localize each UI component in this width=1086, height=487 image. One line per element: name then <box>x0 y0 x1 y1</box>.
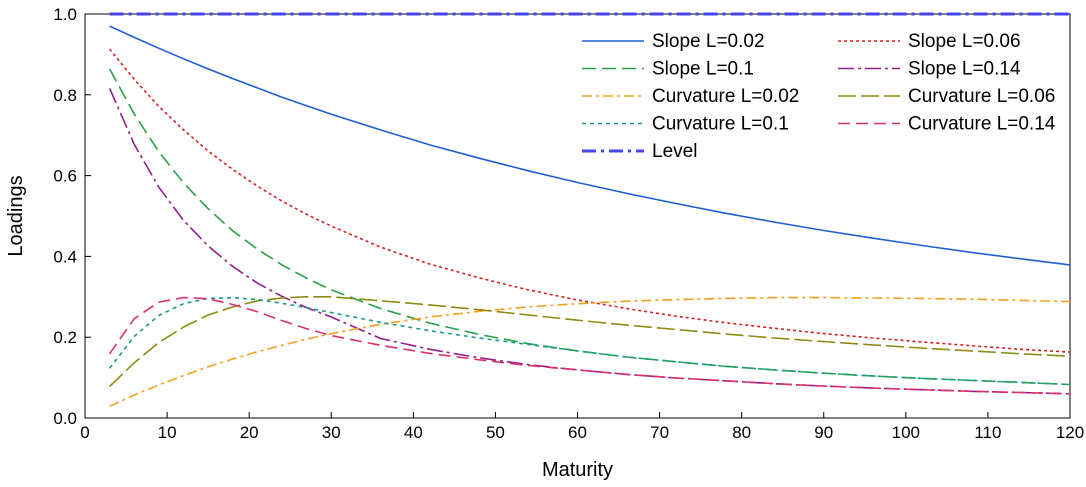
y-tick-label: 0.0 <box>53 409 77 428</box>
y-tick-label: 0.8 <box>53 86 77 105</box>
x-tick-label: 20 <box>240 423 259 442</box>
x-axis-title: Maturity <box>542 459 613 481</box>
y-tick-label: 1.0 <box>53 5 77 24</box>
x-tick-label: 60 <box>568 423 587 442</box>
legend-label-slope-l-0-02: Slope L=0.02 <box>652 31 765 52</box>
series-line-slope-l-0-06 <box>108 48 1071 353</box>
legend-label-slope-l-0-06: Slope L=0.06 <box>908 31 1021 52</box>
series-line-curvature-l-0-02 <box>109 296 1071 408</box>
x-tick-label: 90 <box>814 423 833 442</box>
legend-label-curvature-l-0-06: Curvature L=0.06 <box>908 86 1055 107</box>
y-tick-label: 0.2 <box>53 328 77 347</box>
legend-label-curvature-l-0-1: Curvature L=0.1 <box>652 114 789 135</box>
x-tick-label: 50 <box>486 423 505 442</box>
axes: 0 10 20 30 40 50 60 70 80 90 100 110 120 0.0 0.2 0.4 0.6… <box>53 5 1084 442</box>
x-tick-label: 80 <box>732 423 751 442</box>
series-line-curvature-l-0-06 <box>109 295 1071 388</box>
x-tick-label: 70 <box>650 423 669 442</box>
y-tick-label: 0.6 <box>53 167 77 186</box>
legend-label-curvature-l-0-02: Curvature L=0.02 <box>652 86 799 107</box>
legend-label-curvature-l-0-14: Curvature L=0.14 <box>908 114 1056 135</box>
y-axis-title: Loadings <box>5 175 27 256</box>
series-line-slope-l-0-02 <box>109 25 1071 266</box>
legend-label-slope-l-0-14: Slope L=0.14 <box>908 59 1021 80</box>
x-tick-label: 30 <box>322 423 341 442</box>
y-tick-label: 0.4 <box>53 247 77 266</box>
x-tick-label: 120 <box>1056 423 1084 442</box>
x-tick-label: 110 <box>974 423 1001 442</box>
x-tick-label: 40 <box>404 423 423 442</box>
x-tick-label: 10 <box>158 423 177 442</box>
legend-label-slope-l-0-1: Slope L=0.1 <box>652 59 754 80</box>
legend: Slope L=0.02 Slope L=0.06 Slope L=0.1 Slope… <box>582 31 1056 162</box>
legend-label-level: Level <box>652 141 697 162</box>
series-line-curvature-l-0-14 <box>108 296 1071 395</box>
series-line-curvature-l-0-1 <box>108 296 1071 386</box>
series-lines <box>108 12 1071 408</box>
x-tick-label: 0 <box>80 423 89 442</box>
x-tick-label: 100 <box>892 423 920 442</box>
